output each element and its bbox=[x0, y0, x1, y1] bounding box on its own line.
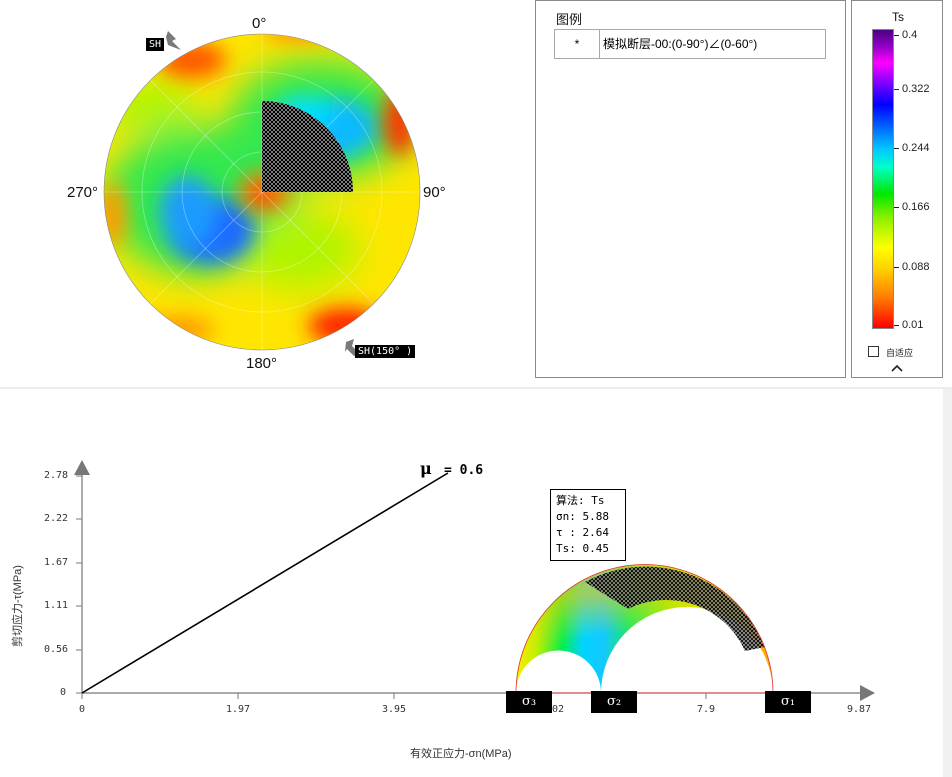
stereonet-label-right: 90° bbox=[423, 184, 446, 201]
legend-row-text: 模拟断层-00:(0-90°)∠(0-60°) bbox=[603, 37, 758, 51]
scrollbar-track[interactable] bbox=[943, 389, 952, 777]
y-ticks bbox=[76, 475, 82, 694]
sigma3-tag: σ₃ bbox=[506, 691, 552, 713]
x-tick-label: 1.97 bbox=[226, 704, 251, 715]
x-ticks bbox=[81, 693, 863, 699]
y-axis-title: 剪切应力-τ(MPa) bbox=[12, 565, 24, 647]
stereonet-label-top: 0° bbox=[252, 15, 267, 32]
legend-title: 图例 bbox=[556, 12, 583, 27]
sh-arrow-top-icon bbox=[166, 31, 181, 50]
x-axis-arrow-icon bbox=[860, 685, 875, 701]
legend-row-symbol: * bbox=[555, 30, 600, 58]
info-sigma-n: σn: 5.88 bbox=[556, 510, 609, 523]
colorbar-tick bbox=[894, 267, 899, 268]
stereonet-label-left: 270° bbox=[67, 184, 99, 201]
sigma1-tag: σ₁ bbox=[765, 691, 811, 713]
info-tau: τ : 2.64 bbox=[556, 526, 609, 539]
colorbar-tick-label: 0.244 bbox=[902, 142, 930, 154]
x-tick-label: 3.95 bbox=[382, 704, 407, 715]
colorbar-tick-label: 0.01 bbox=[902, 319, 924, 331]
stereonet-stress-map bbox=[104, 34, 420, 350]
friction-line bbox=[81, 472, 449, 694]
stereonet-panel: 0° 90° 180° 270° SH SH(150° ) bbox=[0, 0, 530, 386]
stereonet-plot[interactable] bbox=[0, 0, 530, 386]
colorbar-tick-label: 0.166 bbox=[902, 201, 930, 213]
info-algorithm: 算法: Ts bbox=[556, 494, 605, 507]
sh-tag-top: SH bbox=[146, 38, 165, 51]
colorbar-title: Ts bbox=[892, 10, 904, 24]
sh-tag-bottom: SH(150° ) bbox=[355, 345, 416, 358]
colorbar-gradient bbox=[872, 29, 894, 329]
y-tick-label: 0 bbox=[60, 687, 67, 698]
x-tick-label: 9.87 bbox=[847, 704, 872, 715]
legend-panel: 图例 * 模拟断层-00:(0-90°)∠(0-60°) bbox=[535, 0, 846, 378]
colorbar-tick bbox=[894, 325, 899, 326]
y-tick-label: 2.22 bbox=[44, 513, 69, 524]
stereonet-label-bottom: 180° bbox=[246, 355, 278, 372]
colorbar-tick-label: 0.322 bbox=[902, 83, 930, 95]
section-divider bbox=[0, 387, 952, 389]
stress-info-box: 算法: Ts σn: 5.88 τ : 2.64 Ts: 0.45 bbox=[550, 489, 626, 561]
y-axis-arrow-icon bbox=[74, 460, 90, 475]
adaptive-label: 自适应 bbox=[886, 348, 914, 358]
mu-symbol: μ bbox=[420, 459, 432, 478]
adaptive-checkbox[interactable] bbox=[868, 346, 879, 357]
colorbar-tick bbox=[894, 207, 899, 208]
colorbar-tick bbox=[894, 35, 899, 36]
y-tick-label: 1.11 bbox=[44, 600, 69, 611]
colorbar-tick bbox=[894, 89, 899, 90]
y-tick-label: 0.56 bbox=[44, 644, 69, 655]
mohr-fault-hatch bbox=[585, 566, 765, 651]
colorbar-tick-label: 0.4 bbox=[902, 29, 918, 41]
colorbar-tick bbox=[894, 148, 899, 149]
mohr-panel: 2.78 2.22 1.67 1.11 0.56 0 0 1.97 3.95 0… bbox=[0, 389, 943, 777]
x-tick-label: 0 bbox=[79, 704, 86, 715]
colorbar-tick-label: 0.088 bbox=[902, 261, 930, 273]
x-tick-label: 02 bbox=[552, 704, 565, 715]
colorbar-panel: Ts 0.4 0.322 0.244 0.166 0.088 0.01 自适应 bbox=[851, 0, 943, 378]
y-tick-label: 2.78 bbox=[44, 470, 69, 481]
y-tick-label: 1.67 bbox=[44, 557, 69, 568]
x-axis-title: 有效正应力-σn(MPa) bbox=[410, 748, 512, 760]
info-ts: Ts: 0.45 bbox=[556, 542, 609, 555]
legend-row[interactable]: * 模拟断层-00:(0-90°)∠(0-60°) bbox=[554, 29, 826, 59]
chevron-up-icon[interactable] bbox=[890, 363, 904, 373]
mu-value: = 0.6 bbox=[444, 463, 484, 478]
mohr-plot[interactable] bbox=[0, 389, 943, 777]
x-tick-label: 7.9 bbox=[697, 704, 716, 715]
fault-range-sector bbox=[262, 101, 353, 192]
sigma2-tag: σ₂ bbox=[591, 691, 637, 713]
colorbar-scale: 0.4 0.322 0.244 0.166 0.088 0.01 bbox=[894, 29, 942, 331]
